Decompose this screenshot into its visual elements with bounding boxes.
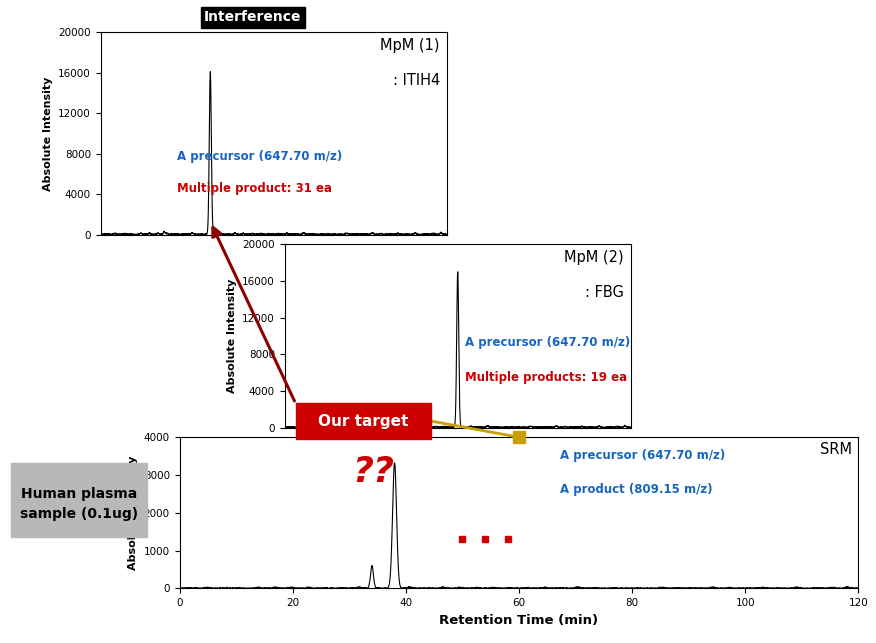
Text: Multiple products: 19 ea: Multiple products: 19 ea — [464, 371, 626, 384]
FancyArrowPatch shape — [213, 228, 294, 401]
Text: A precursor (647.70 m/z): A precursor (647.70 m/z) — [464, 336, 630, 349]
X-axis label: Retention Time (min): Retention Time (min) — [440, 613, 598, 627]
Text: SRM: SRM — [820, 442, 851, 457]
Text: MpM (1): MpM (1) — [380, 38, 440, 53]
Text: A precursor (647.70 m/z): A precursor (647.70 m/z) — [560, 449, 725, 462]
Text: A product (809.15 m/z): A product (809.15 m/z) — [560, 482, 712, 496]
Text: Human plasma: Human plasma — [21, 487, 137, 500]
Text: sample (0.1ug): sample (0.1ug) — [20, 507, 138, 521]
Text: : FBG: : FBG — [585, 285, 624, 300]
Y-axis label: Absolute Intensity: Absolute Intensity — [43, 77, 53, 190]
FancyBboxPatch shape — [295, 404, 431, 439]
Text: Our target: Our target — [318, 413, 409, 429]
FancyBboxPatch shape — [11, 463, 146, 537]
Y-axis label: Absolute Intensity: Absolute Intensity — [227, 279, 237, 393]
Y-axis label: Absolute Intensity: Absolute Intensity — [128, 456, 138, 570]
Text: Interference: Interference — [204, 10, 301, 24]
Text: ??: ?? — [352, 455, 394, 489]
Text: : ITIH4: : ITIH4 — [392, 73, 440, 87]
Text: MpM (2): MpM (2) — [564, 250, 624, 265]
Text: Multiple product: 31 ea: Multiple product: 31 ea — [177, 182, 332, 195]
Text: A precursor (647.70 m/z): A precursor (647.70 m/z) — [177, 150, 343, 163]
